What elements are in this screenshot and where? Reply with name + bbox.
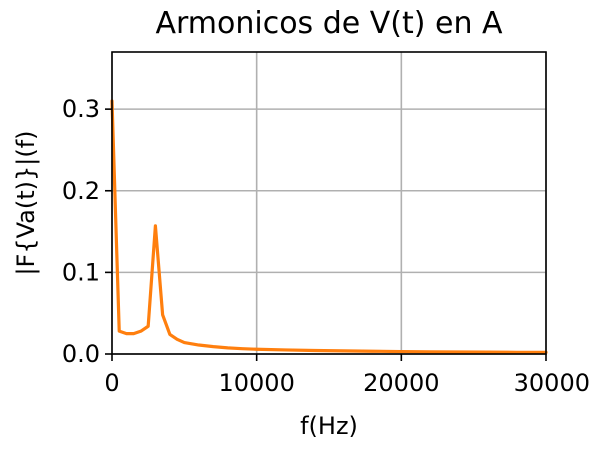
x-axis-label: f(Hz) (300, 412, 358, 440)
y-tick-label: 0.0 (62, 340, 100, 368)
grid (111, 52, 547, 355)
x-tick-label: 0 (104, 369, 119, 397)
y-tick-label: 0.3 (62, 95, 100, 123)
x-tick-label: 20000 (363, 369, 439, 397)
y-axis-label: |F{Va(t)}|(f) (12, 130, 40, 275)
series-line (110, 99, 548, 354)
series-layer (110, 99, 548, 354)
y-tick-label: 0.1 (62, 258, 100, 286)
x-axis-ticks: 0 10000 20000 30000 (104, 354, 590, 397)
plot-frame (111, 51, 547, 355)
y-axis-ticks: 0.0 0.1 0.2 0.3 (62, 95, 112, 368)
x-tick-label: 30000 (514, 369, 590, 397)
chart-title: Armonicos de V(t) en A (155, 6, 503, 41)
y-tick-label: 0.2 (62, 177, 100, 205)
x-tick-label: 10000 (218, 369, 294, 397)
